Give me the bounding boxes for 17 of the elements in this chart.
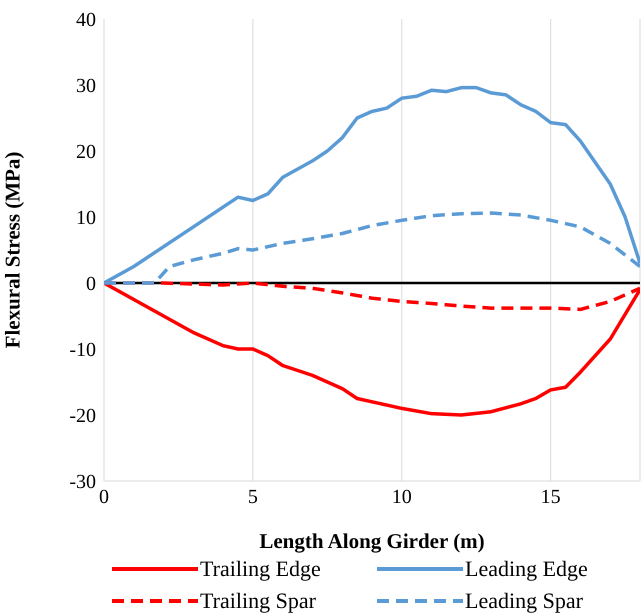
y-tick-label: 20 (76, 141, 96, 164)
x-tick-label: 10 (392, 486, 412, 508)
legend-label: Trailing Spar (200, 588, 316, 614)
x-tick-label: 15 (540, 486, 561, 508)
y-tick-label: 0 (86, 273, 96, 296)
legend-label: Leading Edge (465, 556, 588, 582)
y-tick-label: 30 (76, 75, 96, 98)
x-tick-label: 5 (248, 486, 258, 508)
x-axis-title: Length Along Girder (m) (259, 529, 485, 553)
y-tick-label: 10 (76, 207, 96, 230)
legend-label: Trailing Edge (200, 556, 321, 582)
y-tick-label: -20 (69, 405, 96, 428)
legend-label: Leading Spar (465, 588, 583, 614)
y-tick-label: -30 (69, 471, 96, 494)
y-axis-title: Flexural Stress (MPa) (0, 152, 24, 348)
y-tick-label: 40 (76, 9, 96, 32)
y-tick-label: -10 (69, 339, 96, 362)
